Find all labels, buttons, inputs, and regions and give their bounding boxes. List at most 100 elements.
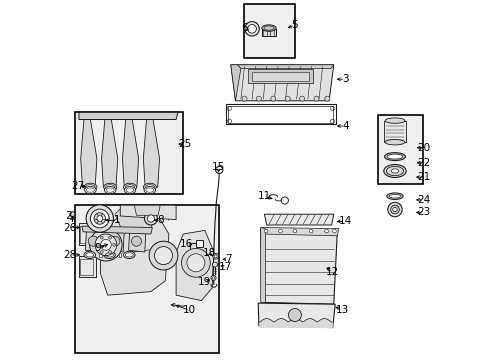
Bar xyxy=(225,104,335,124)
Circle shape xyxy=(100,236,103,239)
Circle shape xyxy=(392,207,396,212)
Polygon shape xyxy=(260,229,337,304)
Ellipse shape xyxy=(84,251,95,258)
Circle shape xyxy=(108,251,111,253)
Circle shape xyxy=(244,22,259,36)
Text: 4: 4 xyxy=(341,121,348,131)
Text: 10: 10 xyxy=(183,305,196,315)
Circle shape xyxy=(110,236,120,246)
Polygon shape xyxy=(122,115,139,187)
Ellipse shape xyxy=(103,251,115,258)
Circle shape xyxy=(278,229,282,233)
Bar xyxy=(122,205,133,214)
Text: 19: 19 xyxy=(198,276,211,287)
Text: 20: 20 xyxy=(416,143,429,153)
Circle shape xyxy=(131,236,141,246)
Text: 21: 21 xyxy=(416,172,429,182)
Circle shape xyxy=(89,229,122,261)
Ellipse shape xyxy=(84,186,96,194)
Circle shape xyxy=(309,229,312,233)
Ellipse shape xyxy=(144,186,155,194)
Bar xyxy=(228,106,332,123)
Circle shape xyxy=(144,212,157,225)
Circle shape xyxy=(97,216,102,221)
Circle shape xyxy=(324,96,329,101)
Circle shape xyxy=(212,262,217,267)
Circle shape xyxy=(149,241,178,270)
Circle shape xyxy=(313,96,318,101)
Circle shape xyxy=(96,243,99,246)
Ellipse shape xyxy=(103,183,117,191)
Polygon shape xyxy=(79,223,96,245)
Bar xyxy=(136,205,147,214)
Polygon shape xyxy=(237,65,333,68)
Polygon shape xyxy=(79,256,96,277)
Polygon shape xyxy=(128,230,145,252)
Circle shape xyxy=(186,254,204,272)
Text: 22: 22 xyxy=(416,158,429,168)
Bar xyxy=(79,256,96,277)
Circle shape xyxy=(264,229,267,233)
Polygon shape xyxy=(230,65,333,101)
Circle shape xyxy=(292,229,296,233)
Circle shape xyxy=(212,253,218,259)
Circle shape xyxy=(256,96,261,101)
Text: 17: 17 xyxy=(219,262,232,272)
Text: 23: 23 xyxy=(416,207,429,217)
Text: 3: 3 xyxy=(341,74,348,84)
Polygon shape xyxy=(101,212,168,295)
Ellipse shape xyxy=(125,185,134,190)
Bar xyxy=(79,223,96,245)
Circle shape xyxy=(390,205,399,214)
Ellipse shape xyxy=(123,183,136,191)
Polygon shape xyxy=(260,228,265,302)
Bar xyxy=(150,205,161,214)
Text: 8: 8 xyxy=(157,215,164,225)
Bar xyxy=(261,29,276,36)
Bar xyxy=(195,240,203,247)
Ellipse shape xyxy=(384,140,404,145)
Text: 6: 6 xyxy=(241,23,247,33)
Text: 28: 28 xyxy=(63,250,76,260)
Ellipse shape xyxy=(386,166,403,176)
Polygon shape xyxy=(81,115,97,187)
Bar xyxy=(80,259,93,275)
Polygon shape xyxy=(143,115,159,187)
Ellipse shape xyxy=(143,183,156,191)
Bar xyxy=(75,205,219,353)
Circle shape xyxy=(86,205,113,232)
Text: 9: 9 xyxy=(95,243,101,253)
Ellipse shape xyxy=(388,194,400,198)
Polygon shape xyxy=(115,207,156,230)
Ellipse shape xyxy=(261,25,276,31)
Polygon shape xyxy=(85,230,102,252)
Text: 2: 2 xyxy=(65,211,72,221)
Circle shape xyxy=(387,202,401,217)
Ellipse shape xyxy=(390,169,398,173)
Bar xyxy=(247,69,312,83)
Circle shape xyxy=(247,24,256,33)
Circle shape xyxy=(324,229,328,233)
Circle shape xyxy=(212,277,214,279)
Circle shape xyxy=(108,236,111,239)
Text: 13: 13 xyxy=(335,305,348,315)
Circle shape xyxy=(94,213,105,224)
Bar xyxy=(384,121,405,142)
Bar xyxy=(99,253,102,257)
Circle shape xyxy=(299,96,304,101)
Polygon shape xyxy=(258,303,335,328)
Text: 5: 5 xyxy=(291,20,298,30)
Text: 27: 27 xyxy=(71,181,84,192)
Ellipse shape xyxy=(145,185,154,190)
Circle shape xyxy=(288,309,301,321)
Bar xyxy=(75,112,183,194)
Circle shape xyxy=(101,239,111,250)
Ellipse shape xyxy=(384,118,404,123)
Polygon shape xyxy=(134,205,160,215)
Circle shape xyxy=(211,275,216,280)
Circle shape xyxy=(70,212,75,217)
Polygon shape xyxy=(107,230,124,252)
Circle shape xyxy=(181,248,210,277)
Circle shape xyxy=(332,229,336,233)
Ellipse shape xyxy=(386,154,402,159)
